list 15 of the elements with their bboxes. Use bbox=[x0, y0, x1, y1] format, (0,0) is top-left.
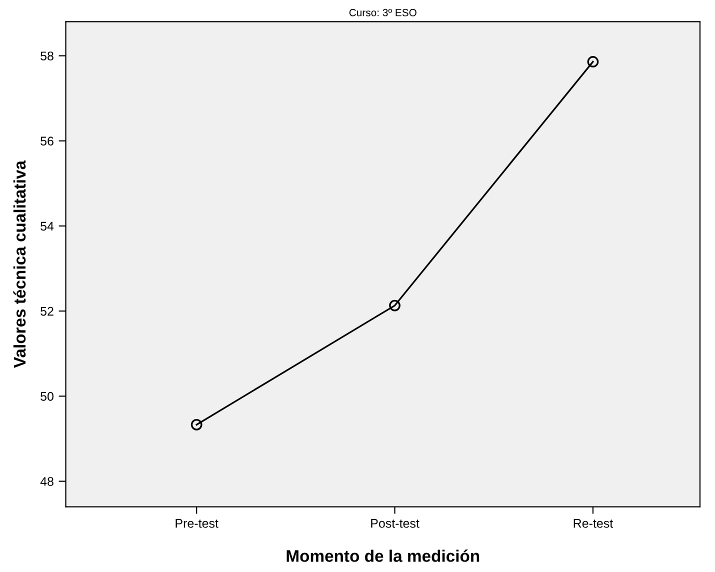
y-tick-label: 52 bbox=[40, 306, 54, 316]
point bbox=[190, 418, 202, 430]
x-tick-label: Post-test bbox=[371, 519, 420, 528]
y-tick-label: 54 bbox=[40, 222, 54, 231]
chart-title: Curso: 3º ESO bbox=[349, 8, 416, 16]
x-tick-label: Re-test bbox=[574, 519, 614, 528]
y-tick-label: 58 bbox=[40, 52, 54, 60]
point bbox=[587, 56, 599, 68]
x-axis-title: Momento de la medición bbox=[286, 550, 480, 562]
point bbox=[389, 300, 400, 312]
y-tick-label: 50 bbox=[40, 392, 54, 401]
y-tick-label: 56 bbox=[40, 136, 54, 146]
x-tick-label: Pre-test bbox=[176, 519, 218, 528]
y-tick-label: 48 bbox=[40, 477, 54, 486]
y-axis-title: Valores técnica cualitativa bbox=[13, 160, 26, 368]
